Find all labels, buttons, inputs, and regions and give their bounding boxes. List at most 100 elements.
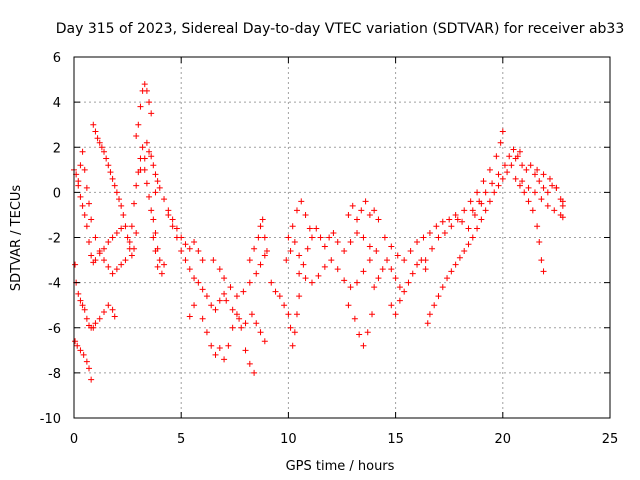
- data-point: [105, 162, 112, 169]
- data-point: [313, 225, 320, 232]
- data-point: [354, 279, 361, 286]
- data-point: [439, 218, 446, 225]
- data-point: [94, 135, 101, 142]
- data-point: [478, 216, 485, 223]
- data-point: [461, 248, 468, 255]
- data-point: [396, 297, 403, 304]
- data-point: [88, 376, 95, 383]
- data-point: [79, 148, 86, 155]
- data-point: [349, 202, 356, 209]
- data-point: [81, 211, 88, 218]
- data-point: [105, 302, 112, 309]
- data-point: [109, 234, 116, 241]
- data-point: [293, 311, 300, 318]
- data-point: [474, 189, 481, 196]
- data-point: [504, 169, 511, 176]
- data-point: [199, 257, 206, 264]
- data-point: [420, 234, 427, 241]
- data-point: [424, 320, 431, 327]
- data-point: [242, 320, 249, 327]
- data-point: [105, 239, 112, 246]
- data-point: [221, 290, 228, 297]
- data-point: [345, 302, 352, 309]
- data-point: [360, 342, 367, 349]
- data-point: [186, 266, 193, 273]
- data-point: [154, 263, 161, 270]
- data-point: [83, 358, 90, 365]
- data-point: [516, 182, 523, 189]
- data-point: [139, 144, 146, 151]
- data-point: [131, 245, 138, 252]
- data-point: [461, 207, 468, 214]
- data-point: [88, 216, 95, 223]
- data-point: [203, 293, 210, 300]
- data-point: [143, 180, 150, 187]
- data-point: [251, 245, 258, 252]
- data-point: [88, 252, 95, 259]
- data-point: [152, 171, 159, 178]
- data-point: [308, 279, 315, 286]
- data-point: [345, 211, 352, 218]
- data-point: [482, 189, 489, 196]
- data-point: [493, 153, 500, 160]
- data-point: [109, 270, 116, 277]
- data-point: [422, 266, 429, 273]
- data-point: [446, 216, 453, 223]
- data-point: [133, 182, 140, 189]
- data-point: [521, 189, 528, 196]
- data-point: [392, 275, 399, 282]
- data-point: [544, 189, 551, 196]
- data-point: [300, 261, 307, 268]
- data-point: [150, 234, 157, 241]
- data-point: [281, 302, 288, 309]
- data-point: [347, 239, 354, 246]
- data-point: [257, 223, 264, 230]
- data-point: [531, 171, 538, 178]
- data-point: [257, 329, 264, 336]
- data-point: [499, 175, 506, 182]
- data-point: [334, 266, 341, 273]
- data-point: [148, 153, 155, 160]
- data-point: [156, 257, 163, 264]
- data-point: [426, 311, 433, 318]
- data-point: [96, 139, 103, 146]
- data-point: [501, 162, 508, 169]
- data-point: [469, 234, 476, 241]
- data-point: [465, 241, 472, 248]
- data-point: [512, 175, 519, 182]
- data-point: [469, 207, 476, 214]
- data-point: [366, 243, 373, 250]
- data-point: [72, 338, 79, 345]
- data-point: [103, 155, 110, 162]
- y-tick-label: 4: [53, 96, 61, 111]
- data-point: [401, 288, 408, 295]
- data-point: [293, 207, 300, 214]
- data-point: [118, 225, 125, 232]
- data-point: [80, 351, 87, 358]
- y-axis-label: SDTVAR / TECUs: [9, 185, 24, 292]
- data-point: [173, 225, 180, 232]
- data-point: [152, 248, 159, 255]
- data-point: [152, 189, 159, 196]
- x-tick-label: 15: [387, 432, 404, 447]
- data-point: [79, 202, 86, 209]
- data-point: [525, 198, 532, 205]
- data-point: [531, 189, 538, 196]
- data-point: [109, 175, 116, 182]
- data-point: [79, 302, 86, 309]
- data-point: [146, 99, 153, 106]
- data-point: [111, 182, 118, 189]
- data-point: [216, 297, 223, 304]
- data-point: [296, 252, 303, 259]
- data-point: [165, 211, 172, 218]
- data-point: [98, 144, 105, 151]
- data-point: [191, 275, 198, 282]
- data-point: [122, 257, 129, 264]
- data-point: [86, 365, 93, 372]
- data-point: [101, 245, 108, 252]
- data-point: [330, 229, 337, 236]
- data-point: [122, 223, 129, 230]
- y-tick-label: -6: [48, 322, 61, 337]
- data-point: [146, 148, 153, 155]
